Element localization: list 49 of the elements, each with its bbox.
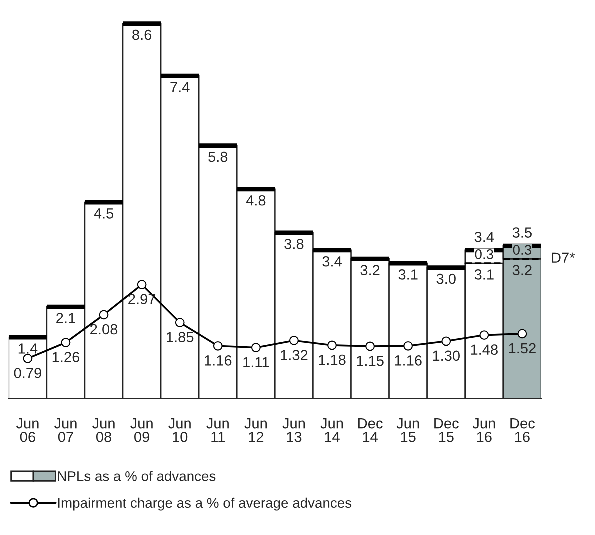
x-tick-label: Dec 14 [358,418,383,442]
x-tick-label: Jun 08 [92,418,115,442]
data-label: 1.4 [18,344,38,354]
total-label: 3.5 [512,228,532,238]
data-label: 3.2 [512,265,532,276]
data-label: 1.26 [52,352,80,362]
data-label: 3.2 [360,265,380,276]
x-tick-label: Dec 15 [434,418,459,442]
data-label: 0.3 [475,250,494,260]
data-label: 4.8 [246,195,266,206]
data-label: 1.52 [509,343,536,354]
legend-label: Impairment charge as a % of average advances [58,498,352,511]
data-label: 7.4 [170,82,190,92]
data-label: 1.16 [395,356,422,366]
data-label: 3.4 [322,256,342,267]
data-label: 1.15 [357,356,384,366]
x-tick-label: Jun 09 [130,418,153,442]
x-tick-label: Dec 16 [510,418,536,442]
x-tick-label: Jun 14 [320,418,344,442]
x-tick-label: Jun 16 [472,418,496,442]
data-label: 5.8 [208,152,228,162]
x-tick-label: Jun 07 [54,418,77,442]
data-label: 1.85 [167,332,194,342]
x-tick-label: Jun 13 [282,418,306,442]
data-label: 1.18 [319,354,346,366]
data-label: 3.1 [398,270,418,280]
total-label: 3.4 [474,232,494,242]
x-tick-label: Jun 15 [396,418,420,442]
x-tick-label: Jun 10 [168,418,191,442]
annotation: D7* [552,252,576,263]
data-label: 2.1 [56,313,76,324]
data-label: 0.79 [14,368,42,378]
x-tick-label: Jun 12 [244,418,267,442]
data-label: 1.30 [433,350,460,362]
data-label: 3.0 [436,274,456,284]
data-label: 8.6 [132,30,152,40]
data-label: 2.97 [128,294,156,305]
data-label: 3.8 [284,239,304,250]
data-label: 1.48 [471,344,498,356]
data-label: 3.1 [474,270,494,280]
legend-label: NPLs as a % of advances [58,471,216,482]
data-label: 0.3 [513,245,532,256]
data-label: 1.11 [244,357,270,368]
x-tick-label: Jun 06 [16,418,39,442]
data-label: 1.32 [281,350,308,360]
x-tick-label: Jun 11 [206,418,229,442]
data-label: 4.5 [94,208,114,219]
data-label: 1.16 [205,356,232,366]
data-label: 2.08 [90,324,118,335]
